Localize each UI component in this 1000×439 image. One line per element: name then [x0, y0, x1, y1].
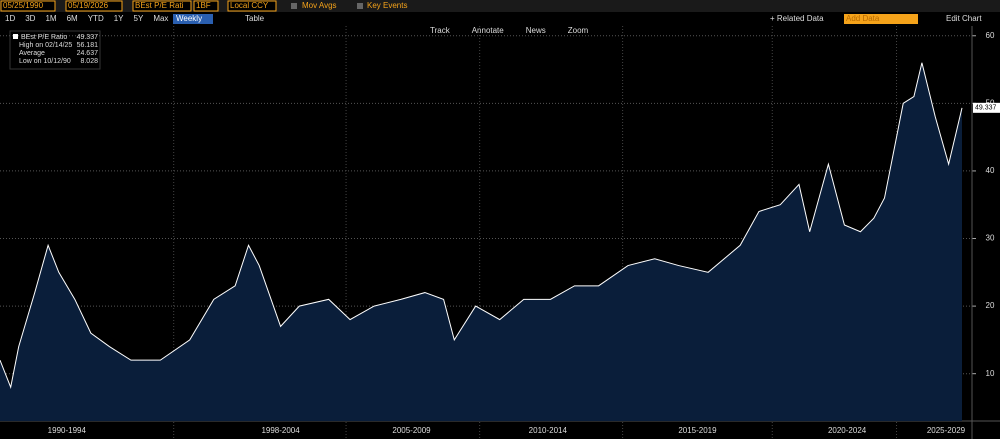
legend-value: 49.337	[77, 34, 99, 41]
legend	[9, 30, 101, 70]
end-field[interactable]	[65, 0, 123, 12]
field: BEst P/E Rati	[135, 1, 184, 10]
legend-value: 8.028	[80, 58, 98, 65]
chart-tool[interactable]: News	[526, 26, 546, 35]
legend-label: Low on 10/12/90	[19, 58, 71, 65]
x-tick-label: 1990-1994	[48, 426, 87, 435]
end-date: 05/19/2026	[68, 1, 109, 10]
ccy-box[interactable]	[227, 0, 277, 12]
field-code: 1BF	[196, 1, 211, 10]
frequency: Weekly	[176, 14, 202, 23]
add-data: Add Data	[846, 14, 880, 23]
y-tick-label: 30	[986, 234, 995, 243]
add-data-box[interactable]	[844, 14, 918, 24]
legend-value: 24.637	[77, 50, 99, 57]
period-button[interactable]: 1Y	[114, 14, 124, 23]
start-field[interactable]	[0, 0, 56, 12]
legend-label: Average	[19, 50, 45, 57]
start-date: 05/25/1990	[3, 1, 44, 10]
related-data[interactable]: + Related Data	[770, 14, 824, 23]
period-button[interactable]: YTD	[88, 14, 104, 23]
y-tick-label: 20	[986, 301, 995, 310]
x-tick-label: 2025-2029	[927, 426, 966, 435]
chart-tool[interactable]: Track	[430, 26, 451, 35]
period-button[interactable]: 5Y	[134, 14, 144, 23]
y-tick-label: 60	[986, 31, 995, 40]
checkbox[interactable]	[291, 3, 297, 9]
last-value-label: 49.337	[975, 105, 997, 112]
last-value-box	[973, 102, 1000, 113]
y-tick-label: 40	[986, 166, 995, 175]
line	[0, 62, 963, 389]
chart-tool[interactable]: Zoom	[568, 26, 589, 35]
currency: Local CCY	[230, 1, 269, 10]
legend-label: High on 02/14/25	[19, 42, 72, 49]
area	[0, 62, 962, 422]
legend-swatch	[13, 34, 18, 39]
period-button[interactable]: 1M	[45, 14, 56, 23]
period-button[interactable]: 1D	[5, 14, 15, 23]
x-tick-label: 2010-2014	[529, 426, 568, 435]
x-tick-label: 2015-2019	[678, 426, 717, 435]
period-button[interactable]: 6M	[67, 14, 78, 23]
x-tick-label: 1998-2004	[261, 426, 300, 435]
x-tick-label: 2020-2024	[828, 426, 867, 435]
table-button[interactable]: Table	[245, 14, 265, 23]
mov-avgs[interactable]: Mov Avgs	[302, 1, 337, 10]
y-tick-label: 10	[986, 369, 995, 378]
checkbox[interactable]	[357, 3, 363, 9]
freq-box[interactable]	[173, 14, 213, 24]
field-box[interactable]	[132, 0, 192, 12]
legend-label: BEst P/E Ratio	[21, 34, 67, 41]
key-events[interactable]: Key Events	[367, 1, 407, 10]
chart-tool[interactable]: Annotate	[472, 26, 505, 35]
period-button[interactable]: 3D	[25, 14, 35, 23]
edit-chart[interactable]: Edit Chart	[946, 14, 982, 23]
period-button[interactable]: Max	[153, 14, 168, 23]
legend-value: 56.181	[77, 42, 99, 49]
code-box[interactable]	[193, 0, 219, 12]
x-tick-label: 2005-2009	[392, 426, 431, 435]
